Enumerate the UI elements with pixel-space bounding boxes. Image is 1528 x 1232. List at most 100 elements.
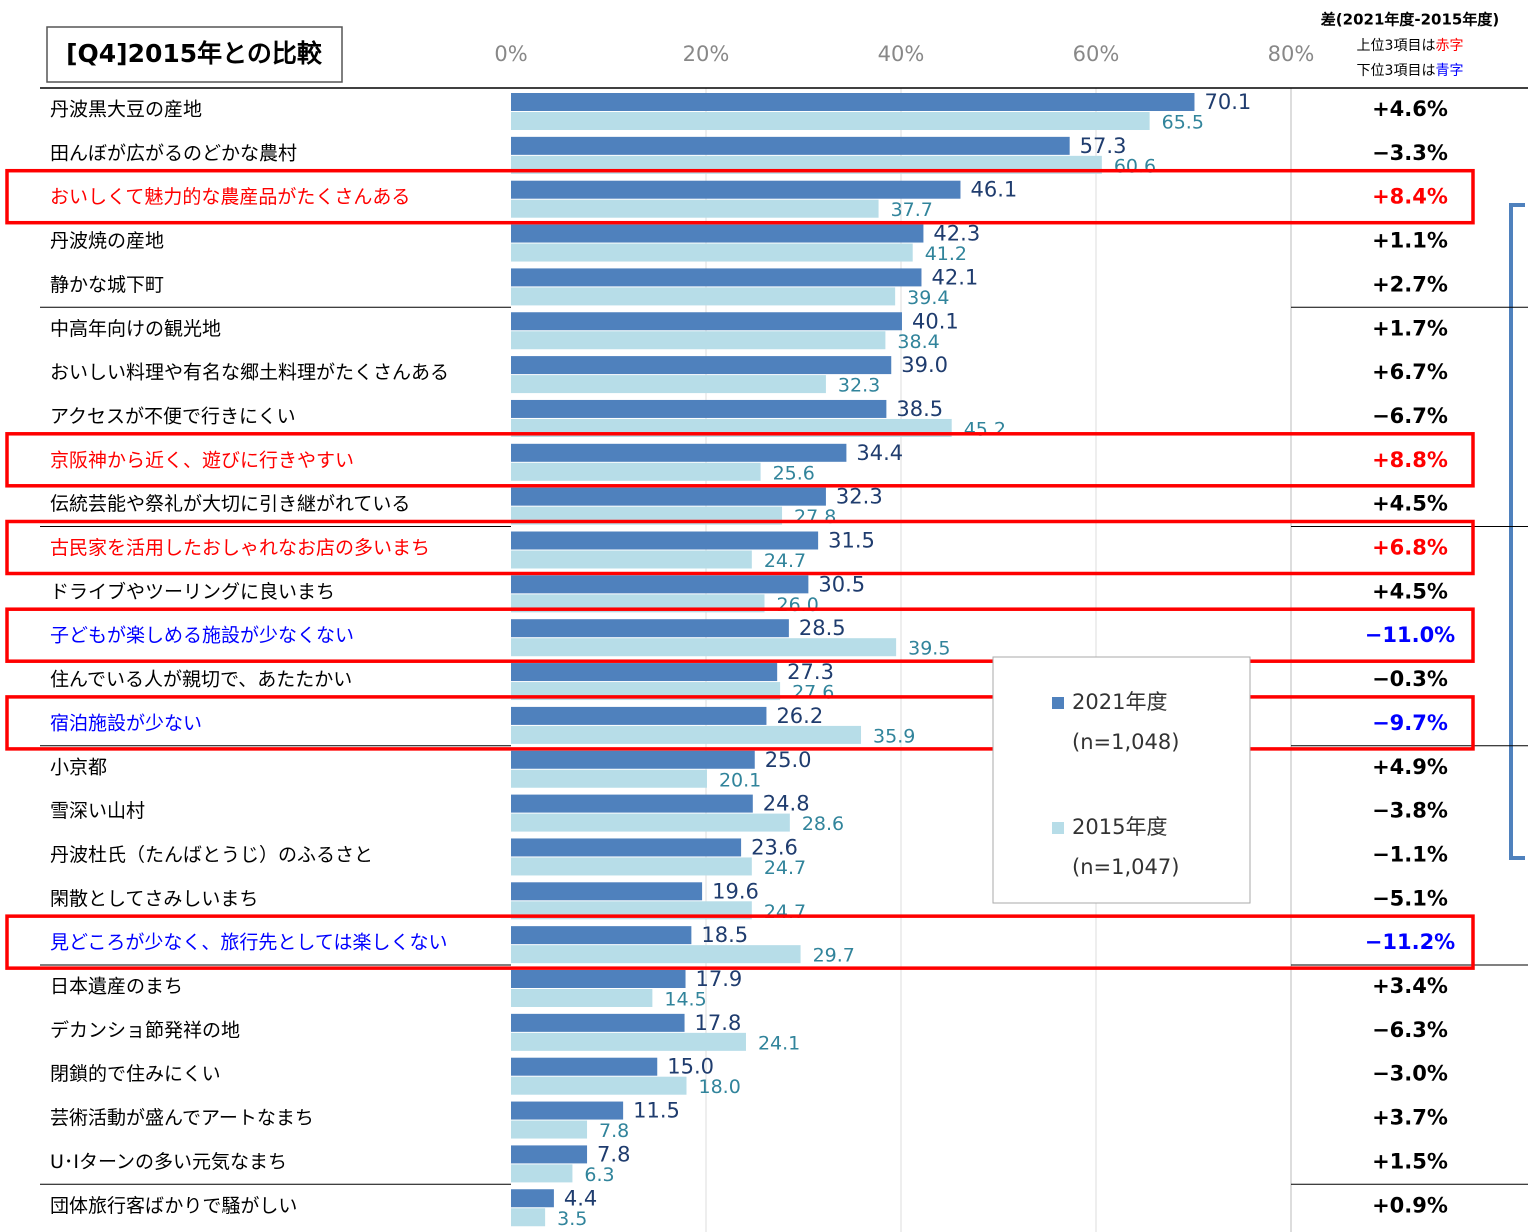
data-label: 20.1 [719,769,761,791]
title-box [46,26,343,83]
bar [511,945,801,964]
bar [511,487,826,506]
data-label: 25.6 [773,462,815,484]
data-label: 32.3 [838,375,880,397]
difference-label: +1.5% [1372,1149,1448,1173]
legend-swatch [1052,697,1064,709]
data-label: 17.9 [696,967,743,991]
data-label: 42.3 [933,222,980,246]
data-label: 18.0 [699,1076,741,1098]
difference-label: −5.1% [1372,886,1448,910]
data-label: 39.5 [908,638,950,660]
difference-label: −3.0% [1372,1062,1448,1086]
difference-label: −6.7% [1372,404,1448,428]
bar [511,1208,546,1227]
bar [511,638,897,657]
note: 下位3項目は青字 [1357,63,1464,79]
data-label: 3.5 [557,1208,587,1230]
category-label: アクセスが不便で行きにくい [50,405,296,427]
bar [511,243,913,262]
data-label: 27.6 [792,682,834,704]
bar [511,725,862,744]
category-label: 閑散としてさみしいまち [50,888,258,910]
data-label: 26.0 [777,594,819,616]
category-label: 田んぼが広がるのどかな農村 [50,142,297,164]
difference-label: −1.1% [1372,842,1448,866]
bracket [1509,203,1525,860]
bar [511,443,847,462]
x-tick-label: 20% [683,42,730,66]
legend-swatch [1052,822,1064,834]
category-label: 団体旅行客ばかりで騒がしい [50,1195,297,1217]
difference-label: +4.5% [1372,492,1448,516]
data-label: 7.8 [597,1142,630,1166]
category-label: 小京都 [50,756,107,778]
bar [511,462,761,481]
difference-title: 差(2021年度-2015年度) [1321,11,1499,29]
category-label: U･Iターンの多い元気なまち [50,1151,287,1173]
legend-box [992,656,1251,904]
difference-label: +8.4% [1372,185,1448,209]
data-label: 24.7 [764,901,806,923]
category-label: 子どもが楽しめる施設が少なくない [50,625,354,647]
difference-label: −6.3% [1372,1018,1448,1042]
difference-label: +6.8% [1372,536,1448,560]
x-tick-label: 40% [878,42,925,66]
bar [511,356,892,375]
category-label: 丹波黒大豆の産地 [50,99,202,121]
data-label: 24.8 [763,792,810,816]
data-label: 23.6 [751,835,798,859]
bar [511,268,922,287]
data-label: 11.5 [633,1099,680,1123]
bar [511,989,653,1007]
difference-label: +8.8% [1372,448,1448,472]
difference-label: +2.7% [1372,272,1448,296]
category-label: 京阪神から近く、遊びに行きやすい [50,449,354,471]
category-label: 古民家を活用したおしゃれなお店の多いまち [50,537,430,559]
difference-label: +3.4% [1372,974,1448,998]
data-label: 17.8 [695,1011,742,1035]
difference-label: +4.6% [1372,97,1448,121]
bar [511,575,809,594]
bar [511,1145,588,1164]
category-label: 伝統芸能や祭礼が大切に引き継がれている [50,493,410,515]
data-label: 35.9 [873,725,915,747]
data-label: 41.2 [925,243,967,265]
data-label: 27.8 [794,506,836,528]
data-label: 24.1 [758,1032,800,1054]
data-label: 28.6 [802,813,844,835]
category-label: おいしくて魅力的な農産品がたくさんある [50,186,410,208]
difference-label: +3.7% [1372,1106,1448,1130]
data-label: 65.5 [1162,112,1204,134]
bar [511,857,752,876]
difference-label: +4.5% [1372,579,1448,603]
difference-label: −9.7% [1372,711,1448,735]
legend-label: 2021年度 [1072,690,1167,714]
bar [511,882,703,901]
data-label: 34.4 [856,441,903,465]
bar [511,619,789,638]
difference-label: +6.7% [1372,360,1448,384]
category-label: 見どころが少なく、旅行先としては楽しくない [50,932,447,954]
difference-label: +1.1% [1372,229,1448,253]
data-label: 39.4 [907,287,949,309]
bar [511,970,686,988]
data-label: 39.0 [901,353,948,377]
category-label: 日本遺産のまち [50,976,183,998]
category-label: 中高年向けの観光地 [50,318,221,340]
bar [511,926,692,945]
bar [511,312,902,331]
bar [511,1164,573,1183]
x-tick-label: 0% [494,42,527,66]
legend-label: (n=1,047) [1072,855,1179,879]
category-label: 芸術活動が盛んでアートなまち [50,1107,314,1129]
data-label: 38.5 [896,397,943,421]
difference-label: −3.8% [1372,799,1448,823]
category-label: 宿泊施設が少ない [50,712,202,734]
x-tick-label: 80% [1268,42,1315,66]
bar [511,331,886,350]
difference-label: −0.3% [1372,667,1448,691]
bar [511,399,887,418]
data-label: 37.7 [891,199,933,221]
data-label: 24.7 [764,550,806,572]
